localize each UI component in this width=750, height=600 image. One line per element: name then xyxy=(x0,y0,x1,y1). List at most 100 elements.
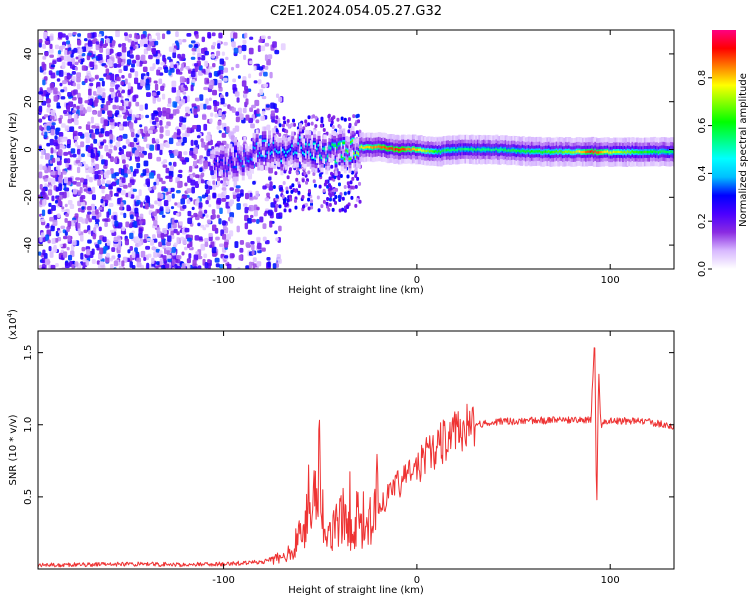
heatmap-cell xyxy=(154,40,159,46)
heatmap-cell xyxy=(290,189,294,194)
heatmap-cell xyxy=(123,212,127,219)
heatmap-cell xyxy=(148,35,152,42)
heatmap-ridge-cell xyxy=(489,148,493,151)
heatmap-ridge-cell xyxy=(496,149,500,152)
heatmap-ridge-cell xyxy=(422,149,426,152)
heatmap-cell xyxy=(267,54,273,60)
heatmap-cell xyxy=(45,234,50,242)
heatmap-cell xyxy=(175,212,180,216)
heatmap-cell xyxy=(255,113,261,117)
heatmap-cell xyxy=(235,185,241,189)
heatmap-cell xyxy=(162,228,167,235)
heatmap-cell xyxy=(64,209,69,213)
heatmap-cell xyxy=(87,121,91,126)
heatmap-ridge-cell xyxy=(447,148,451,152)
heatmap-cell xyxy=(205,189,210,194)
heatmap-cell xyxy=(346,174,350,179)
heatmap-cell xyxy=(147,152,153,160)
heatmap-ridge-cell xyxy=(614,150,618,154)
heatmap-cell xyxy=(216,125,221,130)
heatmap-cell xyxy=(243,54,247,61)
heatmap-cell xyxy=(143,126,148,133)
heatmap-cell xyxy=(106,100,111,106)
heatmap-cell xyxy=(203,253,208,259)
heatmap-cell xyxy=(164,260,168,265)
heatmap-ridge-cell xyxy=(518,149,522,153)
heatmap-cell xyxy=(266,257,271,261)
heatmap-cell xyxy=(115,141,121,148)
heatmap-cell xyxy=(139,104,144,111)
heatmap-cell xyxy=(317,208,321,213)
heatmap-cell xyxy=(116,187,122,192)
heatmap-cell xyxy=(122,159,126,164)
heatmap-cell xyxy=(143,135,148,142)
heatmap-ridge-cell xyxy=(397,148,401,152)
heatmap-cell xyxy=(314,115,318,120)
heatmap-ridge-cell xyxy=(390,147,394,150)
heatmap-cell xyxy=(90,203,95,211)
heatmap-ridge-cell xyxy=(555,150,559,153)
heatmap-cell xyxy=(183,194,188,200)
heatmap-cell xyxy=(229,199,235,205)
snr-y-label: SNR (10 * v/v) xyxy=(8,414,19,485)
heatmap-cell xyxy=(164,66,169,74)
heatmap-cell xyxy=(346,181,350,186)
heatmap-cell xyxy=(343,191,347,196)
heatmap-cell xyxy=(257,45,261,52)
heatmap-cell xyxy=(168,149,173,154)
colorbar-tick-label: 0.6 xyxy=(697,118,708,134)
heatmap-ridge-cell xyxy=(660,150,664,153)
heatmap-cell xyxy=(190,139,194,146)
heatmap-cell xyxy=(86,106,92,113)
heatmap-cell xyxy=(190,56,196,60)
heatmap-cell xyxy=(264,197,270,202)
heatmap-cell xyxy=(135,156,141,162)
heatmap-cell xyxy=(278,225,282,232)
heatmap-ridge-cell xyxy=(452,148,456,151)
heatmap-cell xyxy=(94,219,100,223)
snr-x-label: Height of straight line (km) xyxy=(288,585,424,596)
heatmap-cell xyxy=(208,232,213,237)
heatmap-cell xyxy=(354,184,358,189)
heatmap-cell xyxy=(174,202,178,206)
heatmap-cell xyxy=(146,44,151,51)
heatmap-cell xyxy=(140,250,146,258)
heatmap-cell xyxy=(113,63,118,68)
heatmap-cell xyxy=(218,264,224,269)
heatmap-ridge-cell xyxy=(414,148,418,152)
heatmap-cell xyxy=(277,258,282,264)
heatmap-cell xyxy=(61,138,67,142)
heatmap-cell xyxy=(248,205,254,212)
heatmap-cell xyxy=(126,116,132,121)
heatmap-cell xyxy=(89,61,95,68)
heatmap-cell xyxy=(91,215,97,220)
heatmap-cell xyxy=(286,119,290,124)
heatmap-cell xyxy=(186,199,191,205)
heatmap-ridge-cell xyxy=(670,150,674,153)
heatmap-ridge-cell xyxy=(650,150,654,153)
heatmap-cell xyxy=(358,199,362,204)
heatmap-ridge-cell xyxy=(575,150,579,153)
chart-title: C2E1.2024.054.05.27.G32 xyxy=(270,4,442,19)
heatmap-cell xyxy=(188,165,193,172)
heatmap-cell xyxy=(257,242,262,250)
heatmap-ridge-cell xyxy=(453,148,457,151)
heatmap-cell xyxy=(87,152,91,157)
heatmap-cell xyxy=(334,200,338,205)
heatmap-cell xyxy=(171,259,176,266)
heatmap-cell xyxy=(196,124,201,132)
heatmap-cell xyxy=(121,46,127,53)
heatmap-cell xyxy=(67,75,73,79)
heatmap-cell xyxy=(66,246,70,251)
heatmap-cell xyxy=(212,89,217,96)
heatmap-cell xyxy=(242,39,247,45)
heatmap-ridge-cell xyxy=(620,150,624,154)
heatmap-cell xyxy=(167,257,173,263)
heatmap-cell xyxy=(154,128,158,133)
heatmap-cell xyxy=(258,39,263,43)
heatmap-cell xyxy=(209,166,214,171)
heatmap-cell xyxy=(46,107,51,113)
heatmap-ridge-cell xyxy=(639,150,643,154)
heatmap-cell xyxy=(198,211,203,218)
heatmap-cell xyxy=(252,180,256,185)
